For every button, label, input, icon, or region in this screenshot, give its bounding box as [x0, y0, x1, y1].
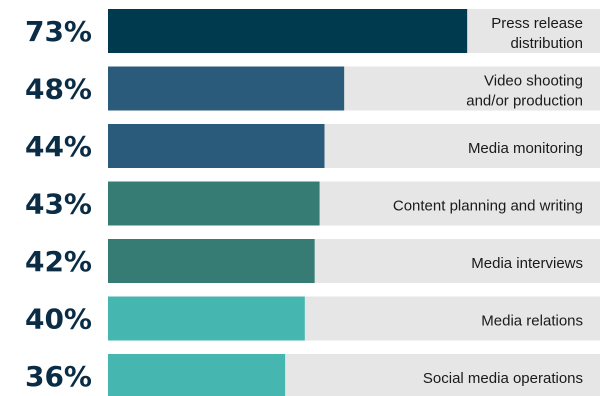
category-label: Media monitoring	[468, 140, 583, 157]
category-label: Video shooting and/or production	[466, 73, 583, 110]
category-label: Media relations	[481, 313, 583, 330]
category-label: Press release distribution	[491, 15, 583, 52]
value-label: 48%	[25, 73, 92, 106]
bar	[108, 239, 315, 283]
category-label: Media interviews	[471, 255, 583, 272]
value-label: 44%	[25, 130, 92, 163]
value-label: 36%	[25, 360, 92, 393]
value-label: 43%	[25, 188, 92, 221]
bar	[108, 181, 320, 226]
category-label: Content planning and writing	[393, 198, 583, 215]
value-label: 40%	[25, 303, 92, 336]
category-label: Social media operations	[423, 370, 583, 387]
bar	[108, 66, 345, 111]
bar	[108, 296, 305, 341]
bar	[108, 9, 468, 53]
value-label: 42%	[25, 245, 92, 278]
bar	[108, 124, 325, 168]
bar	[108, 354, 286, 396]
value-label: 73%	[25, 15, 92, 48]
